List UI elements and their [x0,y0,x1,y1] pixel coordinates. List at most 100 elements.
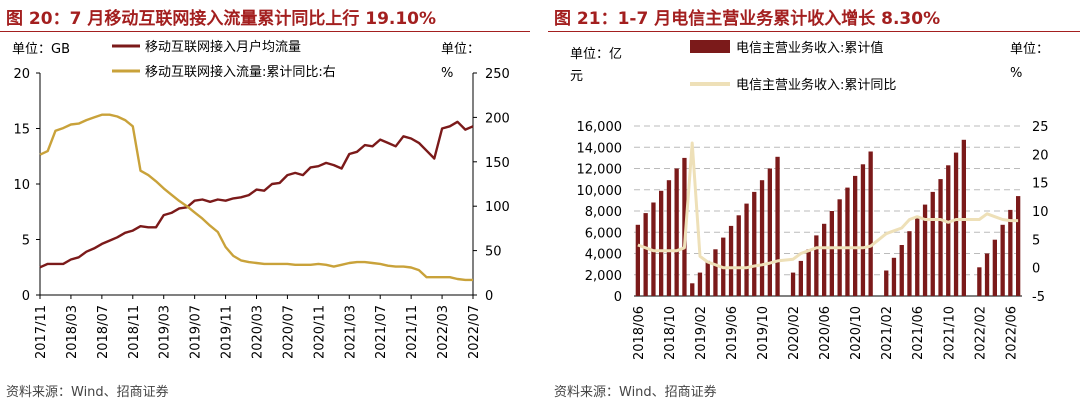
x-tick-label: 2022/02 [973,306,988,360]
legend-swatch-bar [690,40,730,53]
axes-group [36,72,477,299]
x-tick-label: 2020/06 [818,306,833,360]
y2-tick-label: 200 [485,111,510,126]
y-tick-label: 4,000 [585,248,622,263]
series-line-revenue-yoy [637,141,1019,270]
bar-cumulative-revenue [767,168,772,296]
x-tick-label: 2020/07 [281,305,296,359]
bar-cumulative-revenue [728,225,734,296]
series-group [39,113,474,282]
x-tick-label: 2021/07 [374,305,389,359]
bar-cumulative-revenue [930,191,935,296]
bar-cumulative-revenue [697,272,703,296]
y-tick-label: 20 [13,67,30,82]
y-tick-label: 14,000 [577,141,623,156]
chart-panel-right: 图 21：1-7 月电信主营业务累计收入增长 8.30% 0 2,000 4,000… [548,0,1080,403]
right-unit-label-2: % [1010,66,1022,81]
bar-cumulative-revenue [984,253,990,296]
bar-cumulative-revenue [853,175,858,296]
left-unit-label-1: 单位：亿 [570,47,622,62]
x-tick-label: 2020/03 [251,305,266,359]
bar-cumulative-revenue [736,215,741,297]
y2-tick-label: 15 [1032,177,1049,192]
bar-cumulative-revenue [868,151,873,296]
right-unit-label-2: % [441,66,453,81]
y-tick-label: 10 [13,178,30,193]
left-unit-label-2: 元 [570,69,583,84]
bar-cumulative-revenue [884,270,889,296]
x-tick-label: 2020/02 [787,306,802,360]
bar-cumulative-revenue [674,168,679,296]
x-tick-label: 2019/10 [756,306,771,360]
bar-cumulative-revenue [806,249,811,297]
bar-cumulative-revenue [1000,224,1005,296]
series-group [637,141,1019,270]
bar-cumulative-revenue [690,283,695,297]
y-tick-label: 0 [22,289,30,304]
bar-cumulative-revenue [814,235,819,296]
bar-cumulative-revenue [961,139,966,296]
x-tick-label: 2019/07 [189,305,204,359]
x-tick-label: 2019/03 [158,305,173,359]
bar-cumulative-revenue [845,187,850,296]
y2-tick-label: 25 [1032,120,1049,135]
title-divider [548,31,1080,32]
legend-label-line: 电信主营业务收入:累计同比 [736,77,896,93]
source-note: 资料来源：Wind、招商证券 [6,385,169,400]
bar-cumulative-revenue [992,239,997,296]
x-tick-label: 2021/03 [343,305,358,359]
y2-tick-label: 20 [1032,148,1049,163]
bar-cumulative-revenue [822,223,827,297]
bar-cumulative-revenue [922,204,928,296]
bar-line-chart: 0 2,000 4,000 6,000 8,000 10,000 12,000 14,000 1… [570,40,1049,360]
x-tick-label: 2017/11 [34,305,49,359]
y2-tick-label: 0 [1032,262,1040,277]
bar-cumulative-revenue [752,191,757,296]
bar-cumulative-revenue [759,180,765,296]
y-tick-label: 6,000 [585,226,622,241]
bar-cumulative-revenue [899,245,904,296]
bar-cumulative-revenue [744,203,749,296]
series-line-traffic-per-user [39,120,474,269]
bar-cumulative-revenue [643,213,648,296]
x-tick-label: 2019/02 [694,306,709,360]
y-tick-label: 12,000 [577,163,623,178]
x-tick-label: 2022/07 [467,305,482,359]
bar-cumulative-revenue [907,231,912,296]
bar-cumulative-revenue [659,190,664,296]
x-tick-label: 2019/11 [220,305,235,359]
y-tick-label: 8,000 [585,205,622,220]
x-tick-label: 2019/06 [725,306,740,360]
y2-tick-label: 10 [1032,205,1049,220]
tick-labels: 0 2,000 4,000 6,000 8,000 10,000 12,000 14,000 1… [577,120,1049,360]
x-tick-label: 2021/10 [942,306,957,360]
x-tick-label: 2021/06 [911,306,926,360]
x-tick-label: 2018/11 [127,305,142,359]
right-unit-label-1: 单位： [441,42,480,57]
chart-title: 图 20：7 月移动互联网接入流量累计同比上行 19.10% [6,9,437,29]
bar-cumulative-revenue [635,224,640,296]
bar-cumulative-revenue [946,165,951,296]
bar-cumulative-revenue [860,164,866,297]
y2-tick-label: 50 [485,245,502,260]
bar-cumulative-revenue [666,180,672,296]
series-line-traffic-yoy [39,113,473,282]
x-tick-label: 2021/11 [405,305,420,359]
y2-tick-label: 5 [1032,233,1040,248]
y-tick-label: 5 [22,234,30,249]
x-tick-label: 2022/06 [1004,306,1019,360]
bar-cumulative-revenue [798,260,803,296]
y2-tick-label: -5 [1032,290,1045,305]
y2-tick-label: 150 [485,156,510,171]
legend-label-secondary: 移动互联网接入流量:累计同比:右 [145,64,336,80]
bar-cumulative-revenue [829,211,834,296]
y-tick-label: 10,000 [577,184,623,199]
title-divider [0,31,530,32]
legend-label-primary: 移动互联网接入月户均流量 [145,39,301,55]
x-tick-label: 2020/10 [849,306,864,360]
bar-cumulative-revenue [953,152,959,296]
bar-cumulative-revenue [938,179,943,296]
x-tick-label: 2021/02 [880,306,895,360]
